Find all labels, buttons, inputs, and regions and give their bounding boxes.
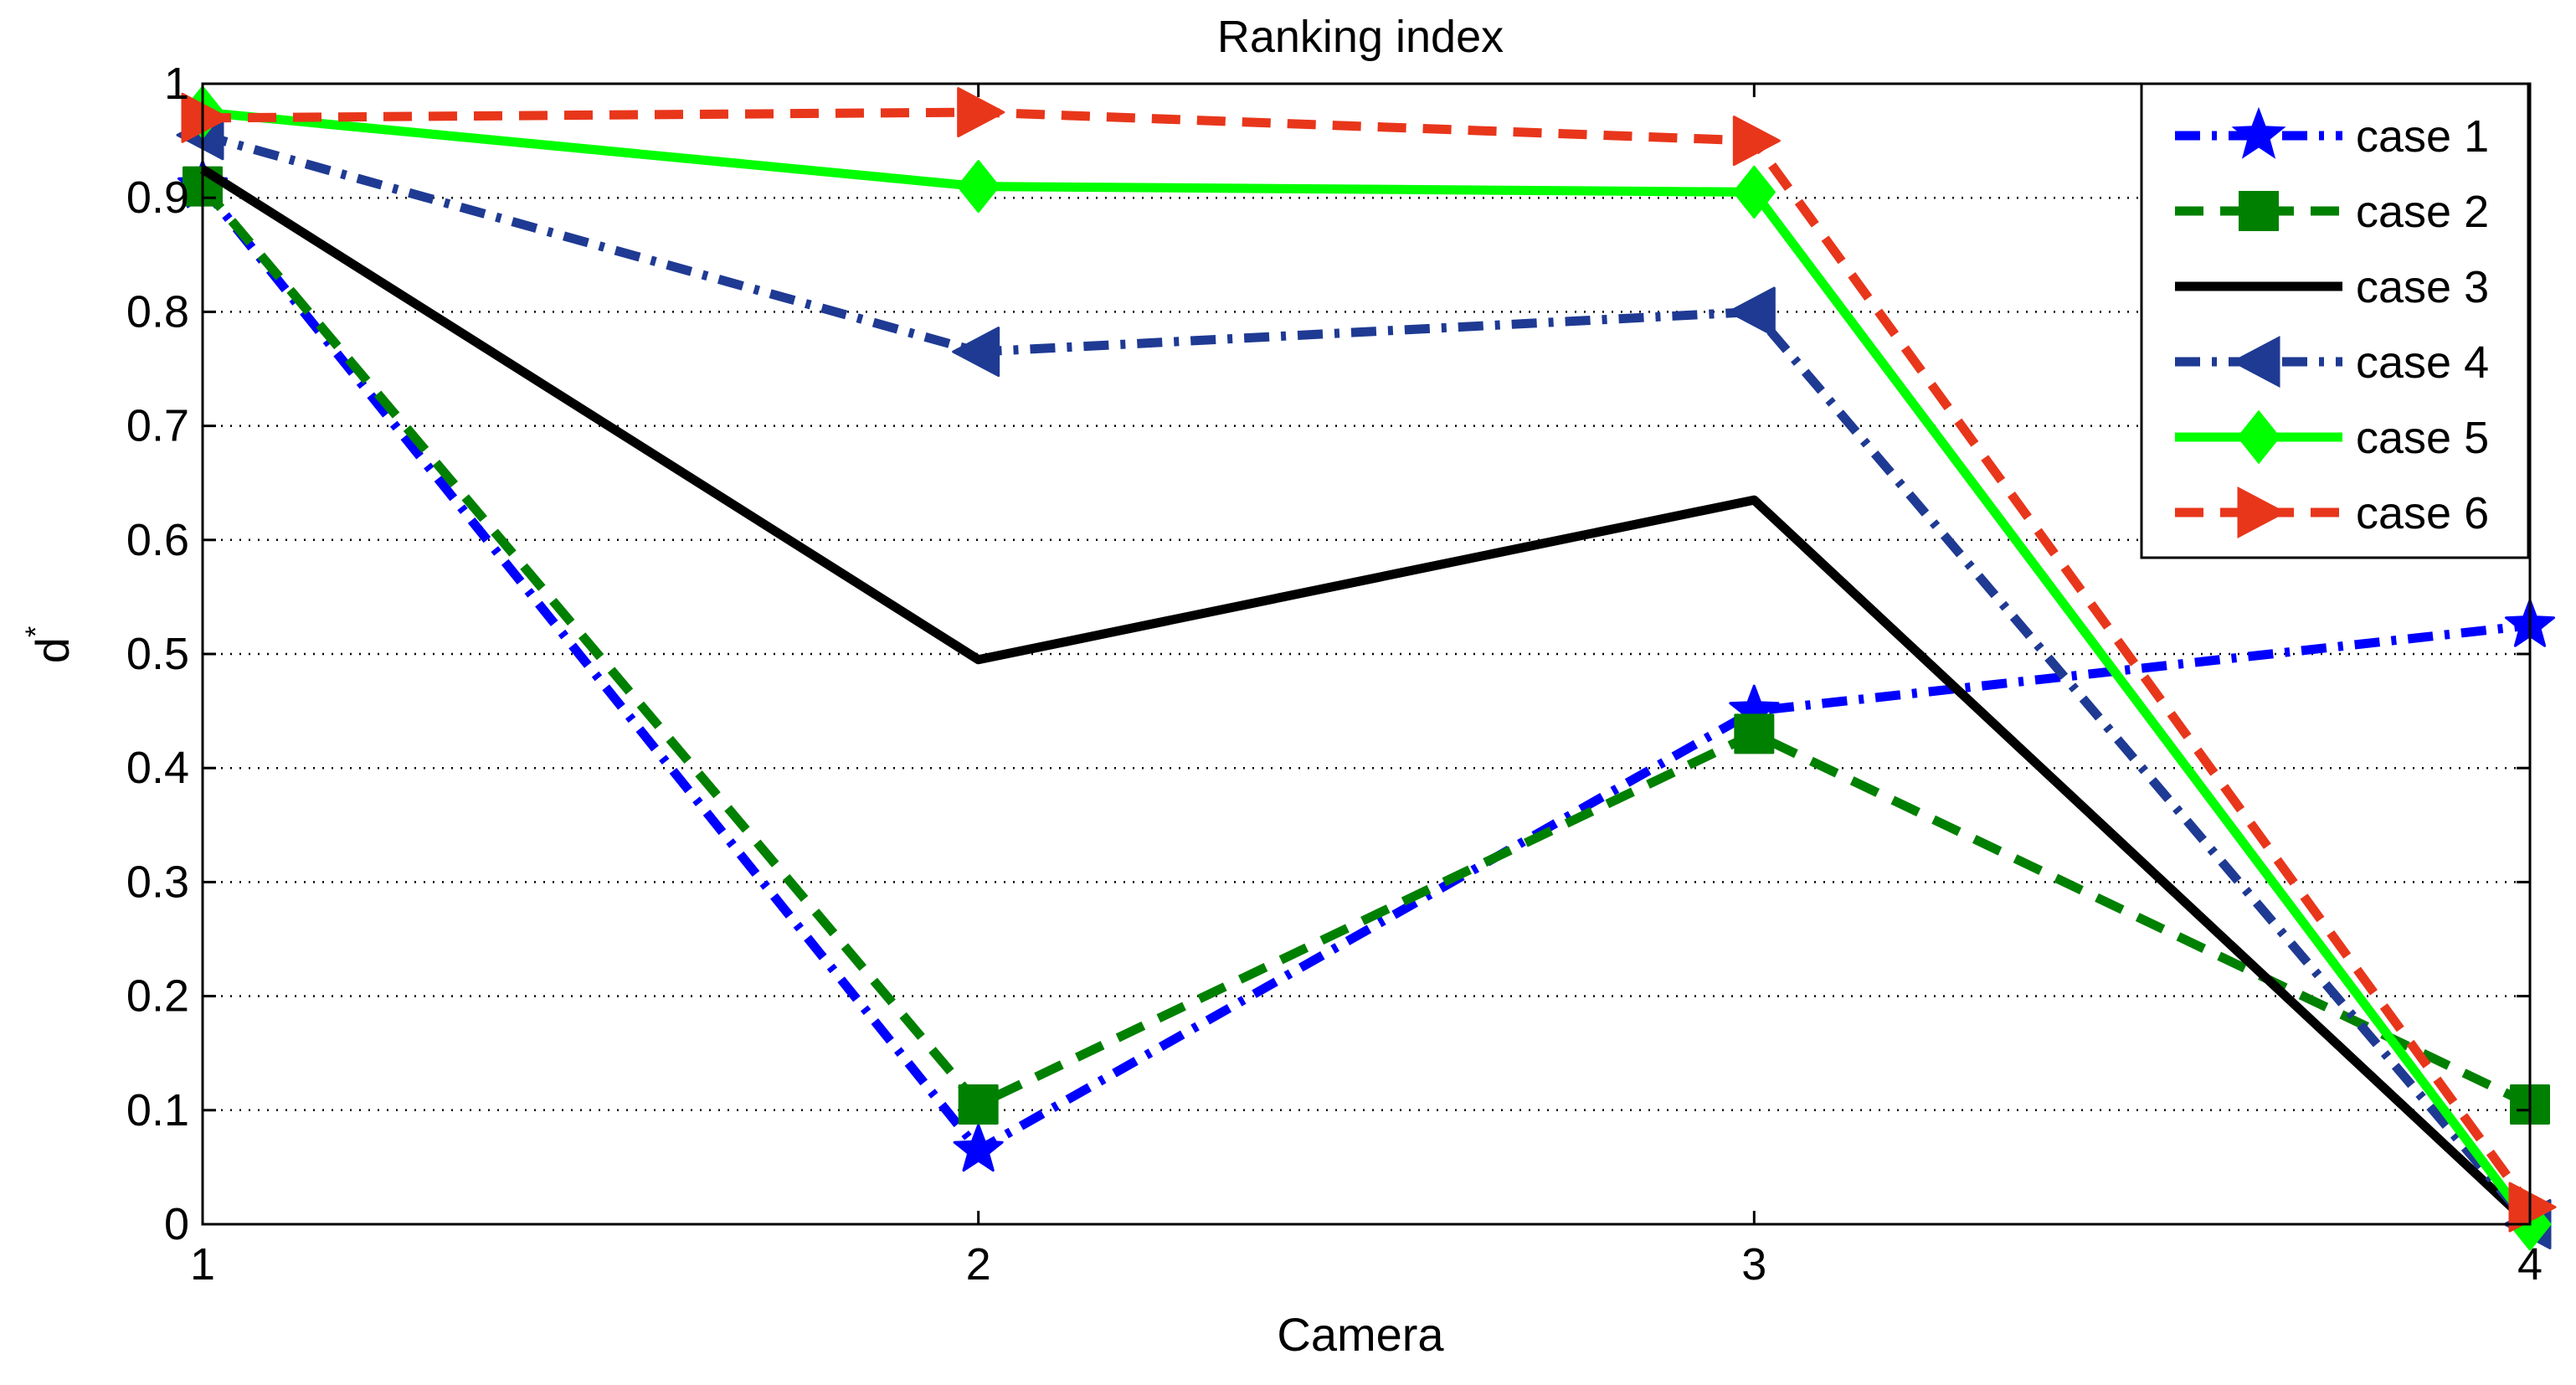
- series-3: [200, 165, 2533, 1228]
- svg-text:d*: d*: [20, 626, 79, 663]
- chart-title: Ranking index: [1217, 12, 1504, 62]
- y-tick-label: 0.9: [126, 172, 189, 223]
- series-line: [202, 107, 2534, 1228]
- legend: case 1 case 2 case 3 case 4 case 5 case 6: [2140, 82, 2530, 559]
- legend-marker: [2237, 487, 2287, 538]
- y-axis-label-superscript: *: [20, 626, 52, 637]
- y-tick-label: 0.1: [126, 1085, 189, 1135]
- y-axis-label-text: d: [26, 637, 79, 663]
- legend-label: case 5: [2356, 413, 2489, 463]
- y-tick-label: 0.5: [126, 629, 189, 679]
- legend-label: case 3: [2356, 262, 2489, 312]
- y-tick-label: 1: [164, 59, 189, 109]
- series-6: [181, 87, 2557, 1233]
- legend-marker: [2237, 409, 2280, 465]
- data-point-marker: [1732, 116, 1781, 167]
- y-tick-label: 0: [164, 1199, 189, 1249]
- legend-marker: [2231, 106, 2286, 159]
- y-axis-label: d*: [20, 626, 79, 663]
- data-point-marker: [958, 1084, 999, 1125]
- x-axis-label: Camera: [1277, 1308, 1444, 1361]
- data-point-marker: [957, 87, 1005, 138]
- grid-lines: [203, 196, 2530, 1112]
- legend-label: case 2: [2356, 187, 2489, 237]
- x-tick-label: 2: [966, 1239, 991, 1290]
- legend-label: case 4: [2356, 337, 2489, 388]
- y-tick-label: 0.3: [126, 857, 189, 907]
- y-tick-label: 0.8: [126, 286, 189, 337]
- legend-box: [2140, 82, 2530, 559]
- x-tick-label: 4: [2517, 1239, 2543, 1290]
- data-point-marker: [181, 92, 229, 143]
- series-line: [202, 107, 2534, 1210]
- x-tick-label: 3: [1741, 1239, 1766, 1290]
- data-point-marker: [952, 327, 1000, 378]
- legend-marker: [2239, 191, 2279, 231]
- y-tick-label: 0.4: [126, 743, 189, 793]
- legend-label: case 6: [2356, 488, 2489, 538]
- series-line: [201, 131, 2534, 1228]
- data-point-marker: [2508, 1182, 2557, 1233]
- legend-marker: [2230, 336, 2280, 388]
- series-line: [200, 165, 2533, 1228]
- series-line: [198, 183, 2532, 1110]
- series-line: [198, 183, 2531, 1155]
- data-point-marker: [1732, 165, 1776, 219]
- data-point-marker: [957, 160, 1000, 214]
- data-point-marker: [1734, 713, 1775, 754]
- legend-label: case 1: [2356, 111, 2489, 162]
- data-point-marker: [953, 1124, 1004, 1172]
- series-group: [176, 85, 2557, 1251]
- x-tick-label: 1: [190, 1239, 215, 1290]
- y-tick-label: 0.6: [126, 515, 189, 565]
- data-point-marker: [1727, 286, 1776, 337]
- axis-ticks: 0 0.1 0.2 0.3 0.4 0.5 0.6 0.7 0.8 0.9 1 1 2 3 4: [126, 59, 2543, 1290]
- y-tick-label: 0.2: [126, 971, 189, 1022]
- y-tick-label: 0.7: [126, 401, 189, 451]
